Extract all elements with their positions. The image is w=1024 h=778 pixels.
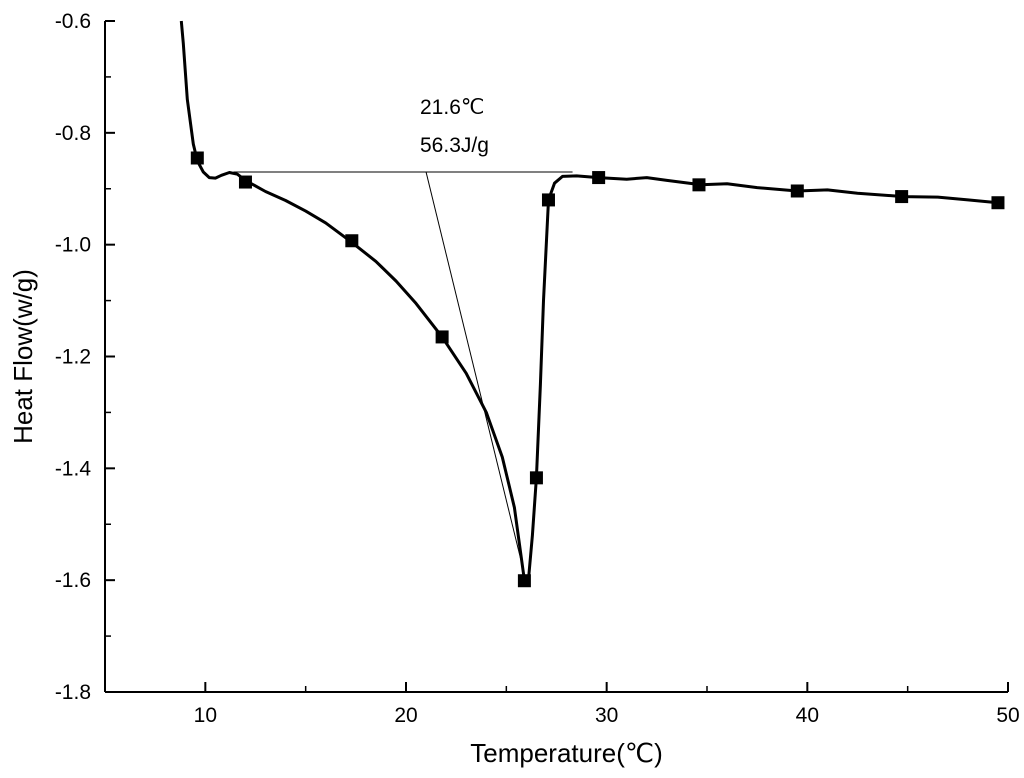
- series-line: [179, 20, 999, 582]
- tangent-line: [425, 171, 521, 558]
- y-axis-title: Heat Flow(w/g): [8, 269, 38, 444]
- data-point-marker: [517, 574, 531, 588]
- x-tick-label: 30: [595, 704, 618, 727]
- y-tick-label: -1.2: [55, 346, 91, 369]
- annotation-group: 21.6℃ 56.3J/g: [233, 96, 573, 558]
- data-point-marker: [592, 171, 606, 185]
- data-point-marker: [790, 184, 804, 198]
- annotation-enthalpy: 56.3J/g: [420, 134, 489, 157]
- data-point-marker: [435, 330, 449, 344]
- data-point-marker: [529, 471, 543, 485]
- y-tick-label: -0.8: [55, 122, 91, 145]
- data-point-marker: [190, 151, 204, 165]
- x-tick-label: 10: [194, 704, 217, 727]
- x-ticks: 10 20 30 40 50: [104, 682, 1020, 727]
- y-tick-label: -1.8: [55, 681, 91, 704]
- axes: 10 20 30 40 50 -1.8 -1.6 -1.4 -1.2 -1.0 -0.8 -0.6: [55, 10, 1020, 727]
- y-tick-label: -1.6: [55, 569, 91, 592]
- data-point-marker: [991, 196, 1005, 210]
- annotation-peak-temperature: 21.6℃: [420, 96, 484, 119]
- x-tick-label: 40: [796, 704, 819, 727]
- y-ticks: -1.8 -1.6 -1.4 -1.2 -1.0 -0.8 -0.6: [55, 10, 115, 704]
- data-point-marker: [541, 193, 555, 207]
- data-point-marker: [895, 190, 909, 204]
- x-axis-title: Temperature(℃): [470, 738, 662, 768]
- x-tick-label: 50: [996, 704, 1019, 727]
- x-tick-label: 20: [394, 704, 417, 727]
- y-tick-label: -1.4: [55, 457, 92, 480]
- y-tick-label: -1.0: [55, 234, 91, 257]
- data-point-marker: [238, 175, 252, 189]
- y-tick-label: -0.6: [55, 10, 91, 33]
- plot-area: [179, 20, 1005, 588]
- data-point-marker: [345, 234, 359, 248]
- data-point-marker: [692, 178, 706, 192]
